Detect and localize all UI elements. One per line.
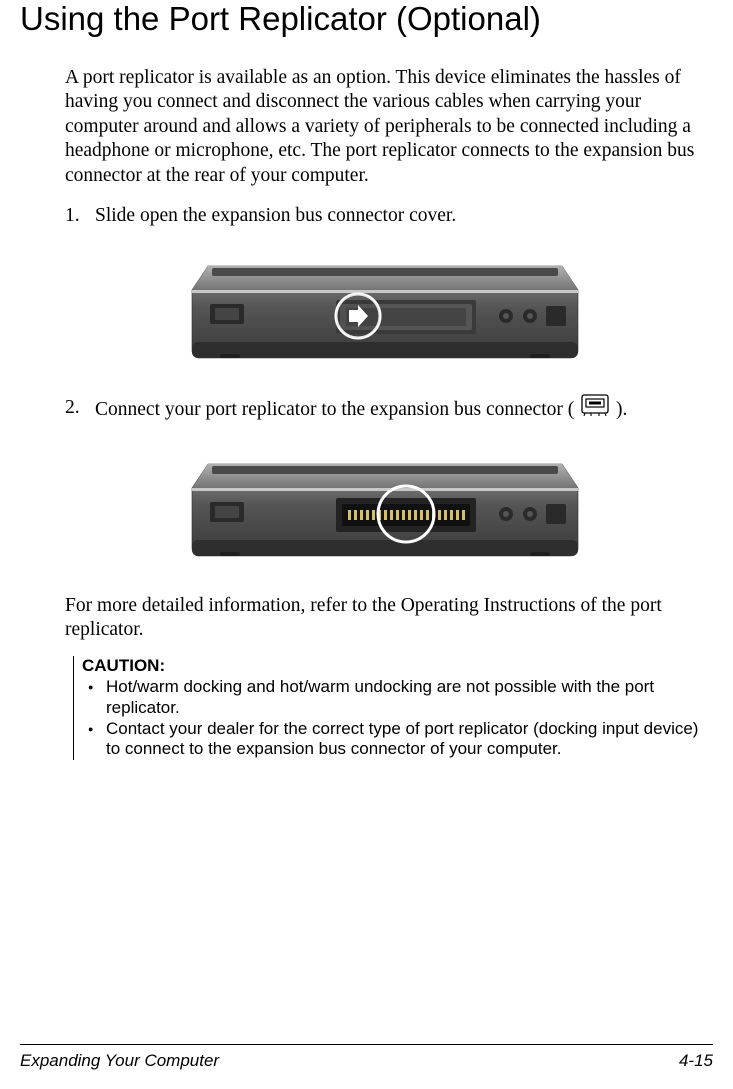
caution-item: Contact your dealer for the correct type… bbox=[82, 719, 705, 760]
step-2-number: 2. bbox=[65, 396, 95, 425]
intro-paragraph: A port replicator is available as an opt… bbox=[65, 66, 705, 188]
expansion-bus-connector-icon bbox=[581, 394, 609, 423]
device-open-illustration bbox=[190, 454, 580, 558]
reference-paragraph: For more detailed information, refer to … bbox=[65, 594, 705, 643]
step-1: 1. Slide open the expansion bus connecto… bbox=[65, 204, 705, 228]
page-title: Using the Port Replicator (Optional) bbox=[20, 0, 713, 38]
footer-page-number: 4-15 bbox=[679, 1051, 713, 1071]
footer-section-title: Expanding Your Computer bbox=[20, 1051, 219, 1071]
caution-item: Hot/warm docking and hot/warm undocking … bbox=[82, 677, 705, 718]
step-2-text-a: Connect your port replicator to the expa… bbox=[95, 399, 574, 420]
step-1-text: Slide open the expansion bus connector c… bbox=[95, 204, 705, 228]
device-closed-illustration bbox=[190, 256, 580, 360]
caution-title: CAUTION: bbox=[82, 656, 705, 677]
figure-1-device-cover bbox=[65, 256, 705, 360]
caution-list: Hot/warm docking and hot/warm undocking … bbox=[82, 677, 705, 760]
step-2: 2. Connect your port replicator to the e… bbox=[65, 396, 705, 425]
step-1-number: 1. bbox=[65, 204, 95, 228]
figure-2-device-open bbox=[65, 454, 705, 558]
caution-box: CAUTION: Hot/warm docking and hot/warm u… bbox=[73, 656, 705, 760]
page-footer: Expanding Your Computer 4-15 bbox=[20, 1044, 713, 1071]
step-2-text-b: ). bbox=[616, 399, 627, 420]
step-2-text: Connect your port replicator to the expa… bbox=[95, 396, 705, 425]
